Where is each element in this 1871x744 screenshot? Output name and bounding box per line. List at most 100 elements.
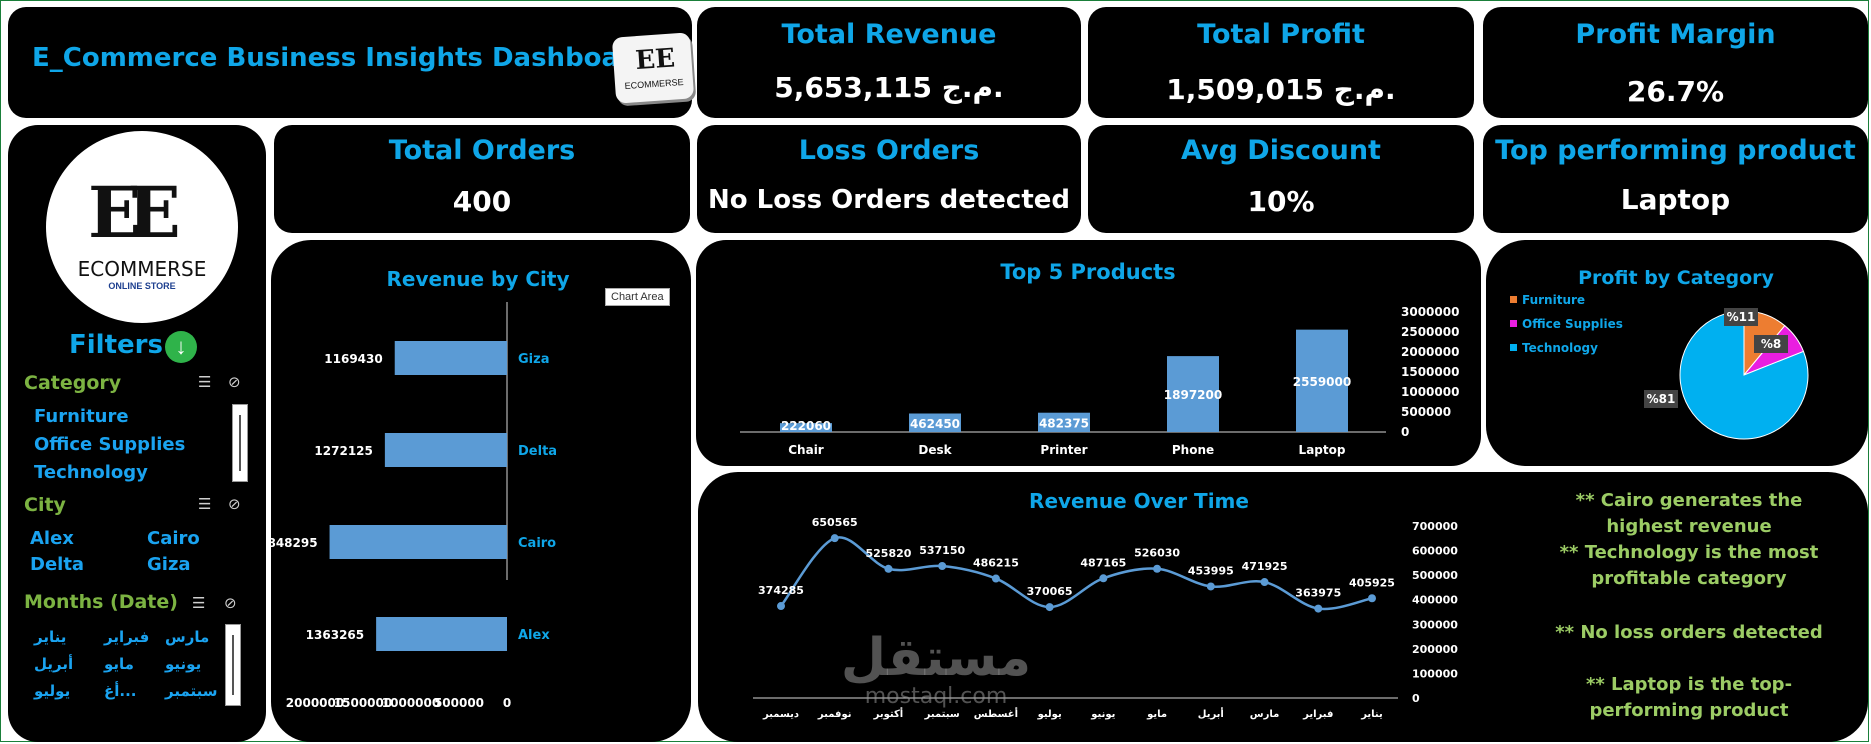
line-point (1045, 603, 1054, 612)
data-label-box (1724, 308, 1758, 326)
top-products-chart[interactable]: Top 5 Products Chair 222060 Desk 462450 Prin… (696, 240, 1481, 466)
kpi-total-profit: Total Profit 1,509,015 م.ج. (1088, 7, 1474, 118)
tick-label: 200000 (1412, 643, 1458, 656)
revenue-over-time-card: Revenue Over Time 374285 ديسمبر 650565 نوفم… (698, 472, 1868, 742)
month-label: ديسمبر (762, 709, 799, 720)
month-item[interactable]: يونيو (165, 655, 202, 673)
tick-label: 1500000 (1401, 365, 1459, 379)
city-item[interactable]: Giza (147, 554, 191, 575)
line-point (1260, 578, 1269, 587)
data-label: 486215 (973, 557, 1019, 570)
multi-select-icon[interactable]: ☰ (192, 594, 206, 612)
city-item[interactable]: Delta (30, 554, 85, 575)
month-item[interactable]: فبراير (104, 628, 150, 646)
tick-label: 700000 (1412, 520, 1458, 533)
data-label: 1272125 (314, 444, 372, 458)
months-scrollbar[interactable] (225, 624, 241, 706)
data-label: 526030 (1134, 547, 1180, 560)
product-bar (1296, 329, 1348, 432)
month-item[interactable]: يناير (34, 628, 67, 646)
data-label: 537150 (919, 544, 965, 557)
tick-label: 500000 (434, 696, 484, 710)
dashboard-title: E_Commerce Business Insights Dashboard (32, 43, 651, 73)
chart-title: Profit by Category (1578, 267, 1774, 289)
tick-label: 3000000 (1401, 305, 1459, 319)
clear-filter-icon[interactable]: ⊘ (224, 594, 237, 612)
month-label: سبتمبر (924, 709, 960, 720)
month-item[interactable]: مارس (165, 628, 210, 646)
revenue-over-time-chart[interactable]: Revenue Over Time 374285 ديسمبر 650565 نوفم… (698, 472, 1498, 742)
kpi-title: Loss Orders (798, 135, 980, 166)
revenue-by-city-card: Revenue by City Giza 1169430 Delta 1272125 C… (271, 240, 691, 742)
kpi-title: Top performing product (1495, 135, 1856, 166)
line-point (938, 562, 947, 571)
kpi-title: Avg Discount (1181, 135, 1381, 166)
line-point (884, 564, 893, 573)
legend-label: Furniture (1522, 293, 1585, 307)
line-point (991, 574, 1000, 583)
chart-title: Revenue Over Time (1029, 489, 1249, 513)
city-bar (329, 525, 507, 559)
kpi-total-revenue: Total Revenue 5,653,115 م.ج. (697, 7, 1081, 118)
data-label: 1169430 (324, 352, 382, 366)
month-label: يونيو (1090, 709, 1115, 720)
product-bar (909, 413, 961, 432)
city-item[interactable]: Cairo (147, 528, 200, 549)
product-label: Printer (1040, 443, 1087, 457)
month-item[interactable]: يوليو (34, 682, 71, 700)
city-bar (394, 341, 507, 375)
category-item[interactable]: Technology (34, 462, 148, 483)
chart-area-tooltip: Chart Area (605, 288, 670, 306)
line-point (1153, 564, 1162, 573)
clear-filter-icon[interactable]: ⊘ (228, 495, 241, 513)
arrow-down-icon: ↓ (165, 331, 197, 363)
sidebar: EE ECOMMERSE ONLINE STORE Filters ↓ Cate… (8, 125, 266, 742)
tick-label: 2000000 (286, 696, 344, 710)
month-item[interactable]: مايو (104, 655, 134, 673)
watermark: مستقل mostaql.com (840, 628, 1032, 709)
kpi-value: Laptop (1620, 183, 1731, 216)
kpi-profit-margin: Profit Margin 26.7% (1483, 7, 1868, 118)
data-label: %81 (1647, 392, 1676, 406)
month-item[interactable]: أبريل (34, 655, 74, 673)
kpi-value: 10% (1247, 185, 1315, 218)
chart-title: Top 5 Products (1000, 260, 1175, 284)
kpi-total-orders: Total Orders 400 (274, 125, 690, 233)
kpi-value: 1,509,015 م.ج. (1166, 73, 1396, 106)
legend-swatch (1510, 296, 1517, 303)
month-label: أبريل (1198, 707, 1224, 720)
kpi-avg-discount: Avg Discount 10% (1088, 125, 1474, 233)
data-label-box (1754, 335, 1788, 353)
kpi-value: No Loss Orders detected (707, 185, 1071, 215)
clear-filter-icon[interactable]: ⊘ (228, 373, 241, 391)
month-item[interactable]: سبتمبر (165, 682, 218, 700)
month-item[interactable]: أغ... (104, 682, 137, 700)
pie-chart-area: %11 %8 %81 Furniture Office Supplies Technolo… (1510, 293, 1809, 440)
multi-select-icon[interactable]: ☰ (198, 373, 212, 391)
profit-by-category-chart[interactable]: Profit by Category %11 %8 %81 Furniture Offi… (1486, 240, 1868, 466)
product-bar (1167, 356, 1219, 432)
tick-label: 0 (1412, 692, 1420, 705)
tick-label: 0 (1401, 425, 1409, 439)
product-bar (1038, 412, 1090, 432)
kpi-value: 26.7% (1626, 75, 1725, 108)
data-label: 1848295 (271, 536, 318, 550)
filters-title: Filters (69, 330, 163, 360)
insight-text: ** No loss orders detected (1555, 622, 1823, 643)
line-point (830, 534, 839, 543)
category-item[interactable]: Furniture (34, 406, 129, 427)
data-label: %8 (1761, 337, 1781, 351)
tick-label: 400000 (1412, 594, 1458, 607)
tick-label: 2000000 (1401, 345, 1459, 359)
revenue-by-city-chart[interactable]: Revenue by City Giza 1169430 Delta 1272125 C… (271, 240, 691, 742)
month-label: مارس (1250, 709, 1280, 720)
multi-select-icon[interactable]: ☰ (198, 495, 212, 513)
tick-label: 1500000 (334, 696, 392, 710)
data-label: 453995 (1188, 564, 1234, 577)
category-scrollbar[interactable] (232, 404, 248, 482)
city-label: Cairo (518, 536, 556, 551)
category-item[interactable]: Office Supplies (34, 434, 186, 455)
city-item[interactable]: Alex (30, 528, 74, 549)
product-label: Desk (918, 443, 952, 457)
tick-label: 1000000 (1401, 385, 1459, 399)
